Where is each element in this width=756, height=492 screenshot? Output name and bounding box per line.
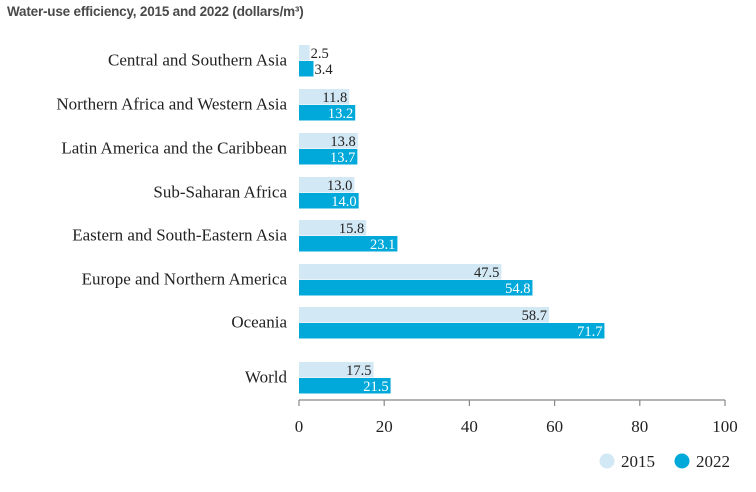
category-label: Sub-Saharan Africa [153,183,287,202]
data-label-2022: 21.5 [363,379,388,395]
legend: 2015 2022 [599,452,730,471]
bar-2022 [299,193,359,209]
bars-group: 2.53.4 11.813.2 13.813.7 13.014.0 15.8 23.1 47… [299,45,605,395]
x-tick-label: 20 [376,417,393,436]
bar-2015 [299,264,502,280]
legend-label-2015: 2015 [621,452,655,471]
bar-2022 [299,378,391,394]
bar-2022 [299,149,358,165]
bar-2022 [299,323,605,339]
legend-label-2022: 2022 [696,452,730,471]
x-tick-label: 0 [295,417,304,436]
category-label: Europe and Northern America [82,270,288,289]
bar-2022 [299,105,356,121]
category-label: World [245,368,288,387]
data-label-2015: 58.7 [522,308,547,324]
data-label-2015: 47.5 [474,265,499,281]
data-label-2022: 23.1 [370,237,395,253]
x-tick-label: 40 [461,417,478,436]
data-label-2015: 13.8 [330,134,355,150]
data-label-2022: 13.7 [330,150,355,166]
data-label-2015: 13.0 [327,178,352,194]
data-label-2022: 71.7 [577,324,602,340]
category-label: Eastern and South-Eastern Asia [72,226,287,245]
bar-2015 [299,177,355,193]
data-label-2022: 54.8 [505,281,530,297]
bar-2015 [299,362,374,378]
chart-title: Water-use efficiency, 2015 and 2022 (dol… [7,4,304,19]
bar-2022 [299,280,533,296]
data-label-2022: 14.0 [331,194,356,210]
bar-2015 [299,89,350,105]
category-label: Oceania [231,313,287,332]
category-label: Northern Africa and Western Asia [56,95,287,114]
bar-2015 [299,307,550,323]
category-label: Central and Southern Asia [108,51,287,70]
x-tick-label: 80 [631,417,648,436]
data-label-2015: 17.5 [346,363,371,379]
data-label-2015: 2.5 [311,46,329,62]
data-label-2022: 13.2 [328,106,353,122]
data-label-2022: 3.4 [314,62,333,78]
data-label-2015: 11.8 [322,90,347,106]
category-label: Latin America and the Caribbean [61,139,287,158]
data-label-2015: 15.8 [339,221,364,237]
x-axis: 0 20 40 60 80 100 [295,399,738,436]
bar-2022 [299,236,398,252]
x-tick-label: 60 [546,417,563,436]
legend-swatch-2015 [599,453,615,469]
bar-2015 [299,133,358,149]
category-labels-group: Central and Southern Asia Northern Africa… [56,51,287,387]
bar-2015 [299,220,367,236]
bar-2015 [299,45,310,61]
legend-swatch-2022 [674,453,690,469]
bar-2022 [299,61,314,77]
x-tick-label: 100 [712,417,738,436]
